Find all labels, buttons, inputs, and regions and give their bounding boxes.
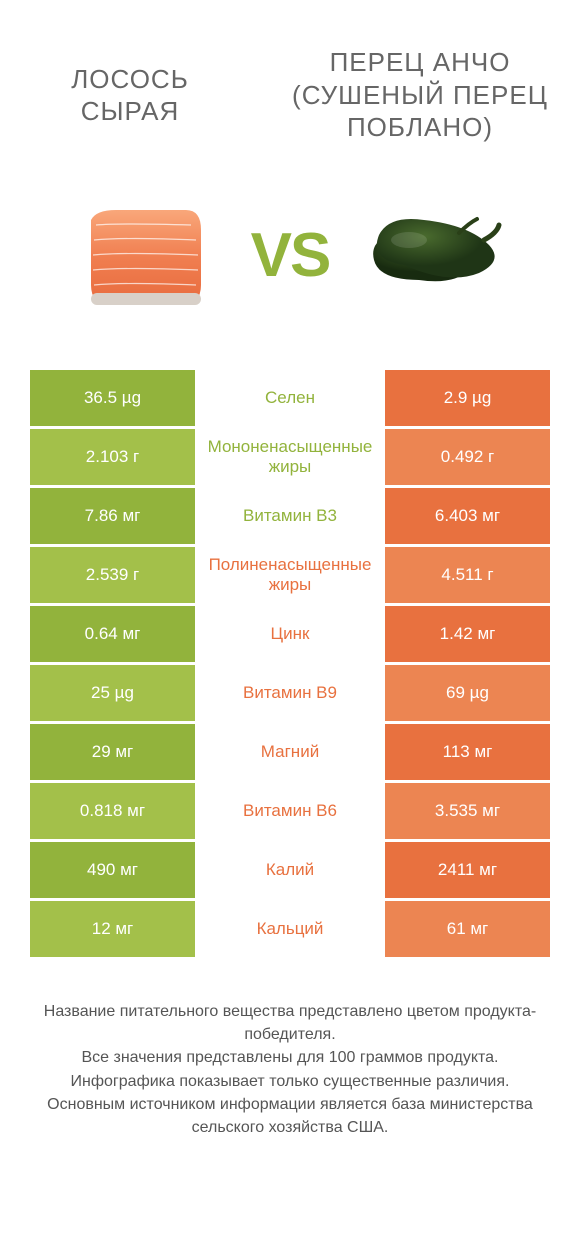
value-left: 12 мг bbox=[30, 901, 195, 957]
product-title-left: ЛОСОСЬ СЫРАЯ bbox=[30, 63, 230, 128]
value-right: 2.9 µg bbox=[385, 370, 550, 426]
value-left: 25 µg bbox=[30, 665, 195, 721]
nutrient-label: Витамин B6 bbox=[195, 783, 385, 839]
product-image-left bbox=[61, 185, 231, 325]
nutrient-label: Магний bbox=[195, 724, 385, 780]
footnote-line: Основным источником информации является … bbox=[30, 1093, 550, 1139]
table-row: 0.818 мгВитамин B63.535 мг bbox=[30, 783, 550, 842]
value-left: 490 мг bbox=[30, 842, 195, 898]
footnote-line: Все значения представлены для 100 граммо… bbox=[30, 1046, 550, 1069]
value-right: 69 µg bbox=[385, 665, 550, 721]
table-row: 7.86 мгВитамин B36.403 мг bbox=[30, 488, 550, 547]
table-row: 0.64 мгЦинк1.42 мг bbox=[30, 606, 550, 665]
product-title-right: ПЕРЕЦ АНЧО (СУШЕНЫЙ ПЕРЕЦ ПОБЛАНО) bbox=[290, 46, 550, 144]
footnote-block: Название питательного вещества представл… bbox=[0, 960, 580, 1139]
product-image-right bbox=[349, 185, 519, 325]
value-left: 29 мг bbox=[30, 724, 195, 780]
nutrient-label: Мононенасыщенные жиры bbox=[195, 429, 385, 485]
nutrient-label: Цинк bbox=[195, 606, 385, 662]
vs-label: VS bbox=[251, 220, 330, 291]
value-left: 2.539 г bbox=[30, 547, 195, 603]
value-right: 6.403 мг bbox=[385, 488, 550, 544]
value-right: 4.511 г bbox=[385, 547, 550, 603]
value-right: 3.535 мг bbox=[385, 783, 550, 839]
table-row: 2.539 гПолиненасыщенные жиры4.511 г bbox=[30, 547, 550, 606]
nutrient-label: Калий bbox=[195, 842, 385, 898]
table-row: 2.103 гМононенасыщенные жиры0.492 г bbox=[30, 429, 550, 488]
table-row: 25 µgВитамин B969 µg bbox=[30, 665, 550, 724]
table-row: 490 мгКалий2411 мг bbox=[30, 842, 550, 901]
value-left: 36.5 µg bbox=[30, 370, 195, 426]
value-right: 0.492 г bbox=[385, 429, 550, 485]
value-right: 61 мг bbox=[385, 901, 550, 957]
footnote-line: Инфографика показывает только существенн… bbox=[30, 1070, 550, 1093]
nutrient-label: Кальций bbox=[195, 901, 385, 957]
table-row: 12 мгКальций61 мг bbox=[30, 901, 550, 960]
table-row: 36.5 µgСелен2.9 µg bbox=[30, 370, 550, 429]
value-right: 113 мг bbox=[385, 724, 550, 780]
value-left: 2.103 г bbox=[30, 429, 195, 485]
nutrient-label: Полиненасыщенные жиры bbox=[195, 547, 385, 603]
value-left: 0.818 мг bbox=[30, 783, 195, 839]
value-left: 0.64 мг bbox=[30, 606, 195, 662]
footnote-line: Название питательного вещества представл… bbox=[30, 1000, 550, 1046]
value-right: 2411 мг bbox=[385, 842, 550, 898]
table-row: 29 мгМагний113 мг bbox=[30, 724, 550, 783]
comparison-table: 36.5 µgСелен2.9 µg2.103 гМононенасыщенны… bbox=[0, 370, 580, 960]
value-right: 1.42 мг bbox=[385, 606, 550, 662]
nutrient-label: Селен bbox=[195, 370, 385, 426]
value-left: 7.86 мг bbox=[30, 488, 195, 544]
nutrient-label: Витамин B3 bbox=[195, 488, 385, 544]
nutrient-label: Витамин B9 bbox=[195, 665, 385, 721]
